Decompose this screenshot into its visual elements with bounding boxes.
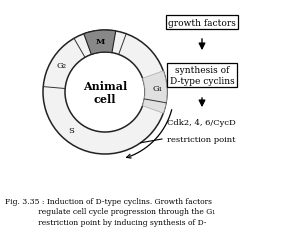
Text: growth factors: growth factors (168, 18, 236, 27)
Text: Cdk2, 4, 6/CycD: Cdk2, 4, 6/CycD (167, 118, 236, 126)
Wedge shape (143, 72, 167, 114)
Text: M: M (96, 38, 105, 46)
Text: restriction point: restriction point (167, 135, 235, 143)
Text: Fig. 3.35 : Induction of D-type cyclins. Growth factors
              regulate c: Fig. 3.35 : Induction of D-type cyclins.… (5, 197, 215, 227)
Text: synthesis of
D-type cyclins: synthesis of D-type cyclins (170, 66, 234, 85)
Text: G₂: G₂ (57, 62, 67, 70)
Circle shape (65, 53, 145, 132)
Text: S: S (68, 126, 74, 134)
Circle shape (43, 31, 167, 154)
Wedge shape (84, 31, 116, 55)
Text: Animal
cell: Animal cell (83, 81, 127, 104)
Text: G₁: G₁ (153, 84, 163, 92)
